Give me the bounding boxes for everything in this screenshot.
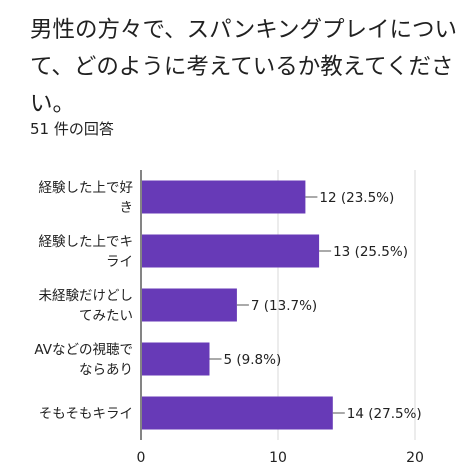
category-label: 未経験だけどし: [39, 288, 134, 304]
bar: [142, 180, 306, 214]
data-label: 13 (25.5%): [333, 244, 408, 260]
question-title: 男性の方々で、スパンキングプレイについて、どのように考えているか教えてください。: [30, 17, 458, 117]
response-count: 51 件の回答: [30, 120, 114, 138]
x-tick-label: 20: [406, 450, 424, 466]
bar: [142, 288, 237, 322]
x-tick-label: 10: [269, 450, 287, 466]
category-label: てみたい: [79, 308, 133, 324]
bar: [142, 342, 210, 376]
category-label: ならあり: [79, 362, 133, 378]
category-label: き: [120, 200, 134, 216]
category-label: 経験した上で好: [39, 180, 134, 196]
category-label: そもそもキライ: [39, 406, 133, 422]
data-label: 5 (9.8%): [224, 352, 282, 368]
category-label: AVなどの視聴で: [34, 342, 133, 358]
category-label: 経験した上でキ: [39, 234, 134, 250]
data-label: 7 (13.7%): [251, 298, 317, 314]
data-label: 12 (23.5%): [319, 190, 394, 206]
bar: [142, 234, 320, 268]
bar: [142, 396, 333, 430]
x-tick-label: 0: [137, 450, 146, 466]
data-label: 14 (27.5%): [347, 406, 422, 422]
category-label: ライ: [106, 254, 133, 270]
